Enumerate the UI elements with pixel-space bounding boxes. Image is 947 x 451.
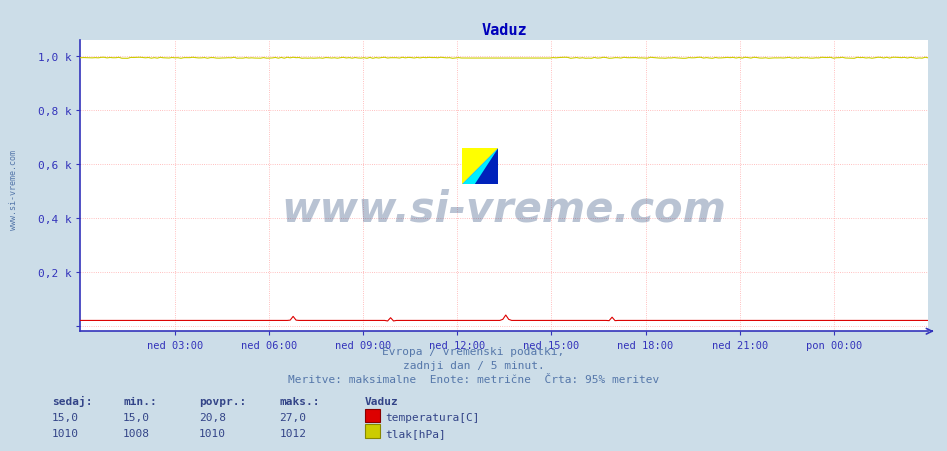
- Text: povpr.:: povpr.:: [199, 396, 246, 405]
- Text: 20,8: 20,8: [199, 412, 226, 422]
- Polygon shape: [462, 149, 498, 185]
- Text: Meritve: maksimalne  Enote: metrične  Črta: 95% meritev: Meritve: maksimalne Enote: metrične Črta…: [288, 374, 659, 384]
- Text: min.:: min.:: [123, 396, 157, 405]
- Text: www.si-vreme.com: www.si-vreme.com: [282, 189, 726, 230]
- Text: www.si-vreme.com: www.si-vreme.com: [9, 150, 19, 229]
- Text: 1008: 1008: [123, 428, 151, 438]
- Text: 1012: 1012: [279, 428, 307, 438]
- Polygon shape: [462, 149, 498, 185]
- Text: 15,0: 15,0: [52, 412, 80, 422]
- Text: temperatura[C]: temperatura[C]: [385, 412, 480, 422]
- Text: tlak[hPa]: tlak[hPa]: [385, 428, 446, 438]
- Polygon shape: [462, 149, 498, 185]
- Text: 1010: 1010: [52, 428, 80, 438]
- Text: zadnji dan / 5 minut.: zadnji dan / 5 minut.: [402, 360, 545, 370]
- Text: maks.:: maks.:: [279, 396, 320, 405]
- Text: 1010: 1010: [199, 428, 226, 438]
- Title: Vaduz: Vaduz: [481, 23, 527, 38]
- Text: 15,0: 15,0: [123, 412, 151, 422]
- Text: 27,0: 27,0: [279, 412, 307, 422]
- Text: Evropa / vremenski podatki,: Evropa / vremenski podatki,: [383, 346, 564, 356]
- Text: Vaduz: Vaduz: [365, 396, 399, 405]
- Text: sedaj:: sedaj:: [52, 395, 93, 405]
